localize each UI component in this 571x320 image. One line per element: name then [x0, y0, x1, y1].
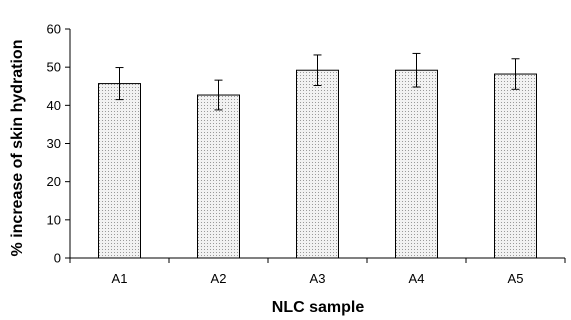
x-axis-title: NLC sample [272, 299, 365, 316]
x-tick-label-A3: A3 [310, 271, 326, 286]
x-tick-label-A1: A1 [112, 271, 128, 286]
y-tick-label: 20 [47, 174, 61, 189]
bar-A1 [98, 83, 141, 259]
x-tick-label-A5: A5 [508, 271, 524, 286]
y-tick-label: 30 [47, 136, 61, 151]
x-tick-label-A4: A4 [409, 271, 425, 286]
y-axis: 0 10 20 30 40 50 60 [47, 22, 71, 266]
y-tick-label: 0 [54, 251, 61, 266]
plot-area [98, 52, 537, 259]
y-tick-label: 50 [47, 60, 61, 75]
x-tick-label-A2: A2 [211, 271, 227, 286]
x-axis: A1 A2 A3 A4 A5 [69, 257, 566, 286]
y-tick-label: 10 [47, 212, 61, 227]
bar-A4 [395, 69, 438, 259]
bar-A5 [494, 73, 537, 259]
y-tick-label: 40 [47, 98, 61, 113]
y-tick-label: 60 [47, 22, 61, 37]
y-axis-title: % increase of skin hydration [9, 40, 26, 257]
bar-A2 [197, 94, 240, 259]
bar-A3 [296, 69, 339, 259]
